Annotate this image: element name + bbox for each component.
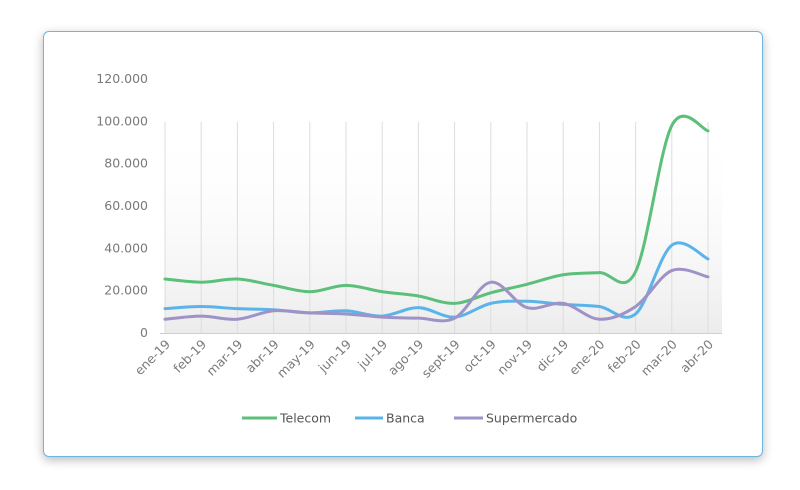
legend-item-supermercado: Supermercado <box>454 411 577 426</box>
y-tick-label: 60.000 <box>104 198 148 213</box>
y-axis: 0 20.000 40.000 60.000 80.000 100.000 120.000 <box>96 71 148 340</box>
x-tick-label: abr-20 <box>677 336 716 375</box>
x-tick-label: feb-19 <box>170 336 209 375</box>
x-tick-label: mar-20 <box>638 336 680 378</box>
x-tick-label: mar-19 <box>203 336 245 378</box>
x-tick-label: may-19 <box>274 336 318 380</box>
y-tick-label: 0 <box>140 325 148 340</box>
series-line-telecom <box>163 114 710 305</box>
legend-item-banca: Banca <box>355 411 425 426</box>
y-tick-label: 80.000 <box>104 156 148 171</box>
x-tick-label: sept-19 <box>419 336 463 380</box>
legend-item-telecom: Telecom <box>242 411 331 426</box>
vertical-gridlines <box>164 122 709 333</box>
x-tick-label: dic-19 <box>533 336 571 374</box>
legend-label: Telecom <box>279 411 331 426</box>
x-tick-label: feb-20 <box>605 336 644 375</box>
y-tick-label: 120.000 <box>96 71 148 86</box>
series-lines <box>163 114 710 323</box>
y-tick-label: 40.000 <box>104 240 148 255</box>
plot-area <box>165 122 722 333</box>
plot-background <box>165 122 722 333</box>
x-tick-label: oct-19 <box>460 336 499 375</box>
x-tick-label: ene-19 <box>132 336 174 378</box>
x-tick-label: ene-20 <box>566 336 608 378</box>
x-tick-label: nov-19 <box>494 336 535 377</box>
y-tick-label: 100.000 <box>96 113 148 128</box>
legend: Telecom Banca Supermercado <box>242 411 577 426</box>
x-tick-label: jun-19 <box>315 336 354 375</box>
y-tick-label: 20.000 <box>104 283 148 298</box>
legend-label: Supermercado <box>486 411 577 426</box>
legend-label: Banca <box>386 411 425 426</box>
series-line-banca <box>163 241 710 319</box>
series-line-supermercado <box>163 267 710 323</box>
